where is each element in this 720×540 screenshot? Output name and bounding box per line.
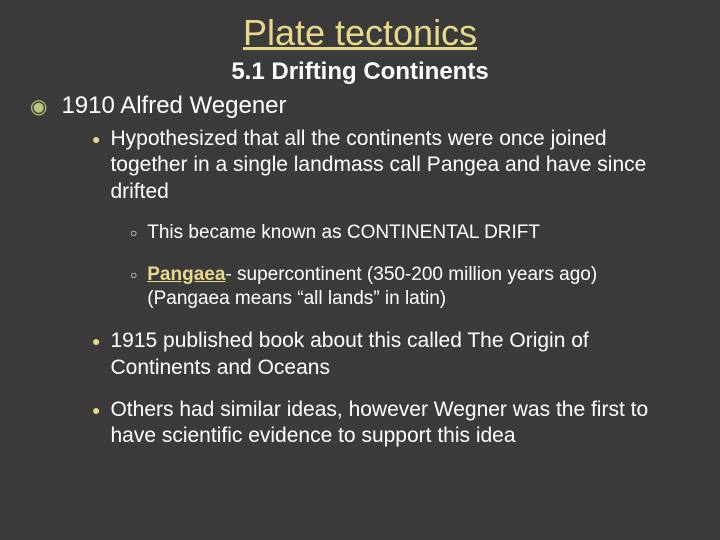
bullet-level-3: ○ Pangaea- supercontinent (350-200 milli…: [130, 263, 680, 311]
bullet-marker-l2: ●: [92, 328, 100, 354]
bullet-marker-l2: ●: [92, 397, 100, 423]
bullet-text: Pangaea- supercontinent (350-200 million…: [147, 263, 680, 311]
bullet-marker-l3: ○: [130, 221, 137, 245]
bullet-level-2: ● 1915 published book about this called …: [92, 328, 680, 381]
pangaea-keyword: Pangaea: [147, 264, 225, 285]
bullet-level-2: ● Hypothesized that all the continents w…: [92, 126, 680, 205]
slide-title: Plate tectonics: [40, 12, 680, 54]
bullet-level-1: ◉ 1910 Alfred Wegener: [30, 92, 680, 122]
bullet-text: 1915 published book about this called Th…: [110, 328, 680, 381]
bullet-marker-l1: ◉: [30, 92, 47, 122]
bullet-text: Others had similar ideas, however Wegner…: [110, 397, 680, 450]
slide-content: Plate tectonics 5.1 Drifting Continents …: [0, 0, 720, 469]
bullet-text: This became known as CONTINENTAL DRIFT: [147, 221, 540, 245]
bullet-marker-l3: ○: [130, 263, 137, 287]
bullet-marker-l2: ●: [92, 126, 100, 152]
bullet-text: 1910 Alfred Wegener: [61, 92, 286, 120]
slide-subtitle: 5.1 Drifting Continents: [40, 58, 680, 86]
bullet-text: Hypothesized that all the continents wer…: [110, 126, 680, 205]
bullet-level-3: ○ This became known as CONTINENTAL DRIFT: [130, 221, 680, 245]
bullet-level-2: ● Others had similar ideas, however Wegn…: [92, 397, 680, 450]
